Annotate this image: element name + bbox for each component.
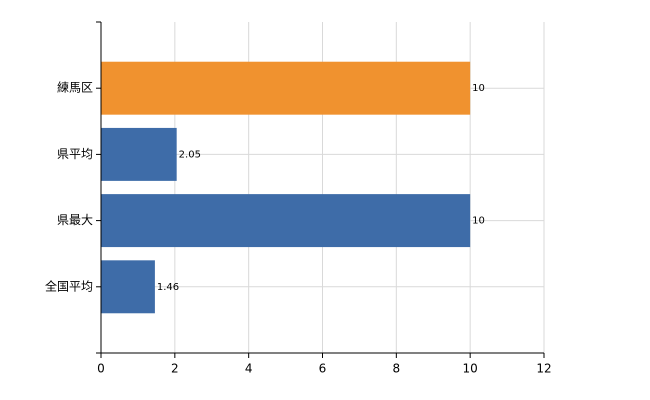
data-label: 10 <box>472 83 485 94</box>
x-tick-label: 10 <box>463 362 478 376</box>
x-tick-label: 6 <box>319 362 327 376</box>
x-tick-label: 12 <box>536 362 551 376</box>
bar <box>101 127 177 181</box>
y-tick-label: 全国平均 <box>45 278 93 293</box>
bar <box>101 260 155 314</box>
x-tick-label: 2 <box>171 362 179 376</box>
data-label: 2.05 <box>179 149 201 160</box>
x-tick-label: 0 <box>97 362 105 376</box>
data-label: 10 <box>472 216 485 227</box>
data-label: 1.46 <box>157 282 179 293</box>
y-tick-label: 県最大 <box>57 213 93 227</box>
bar <box>101 61 471 115</box>
y-tick-label: 県平均 <box>57 147 93 161</box>
bar <box>101 194 471 248</box>
y-tick-label: 練馬区 <box>57 81 93 95</box>
x-tick-label: 4 <box>245 362 253 376</box>
x-tick-label: 8 <box>393 362 401 376</box>
